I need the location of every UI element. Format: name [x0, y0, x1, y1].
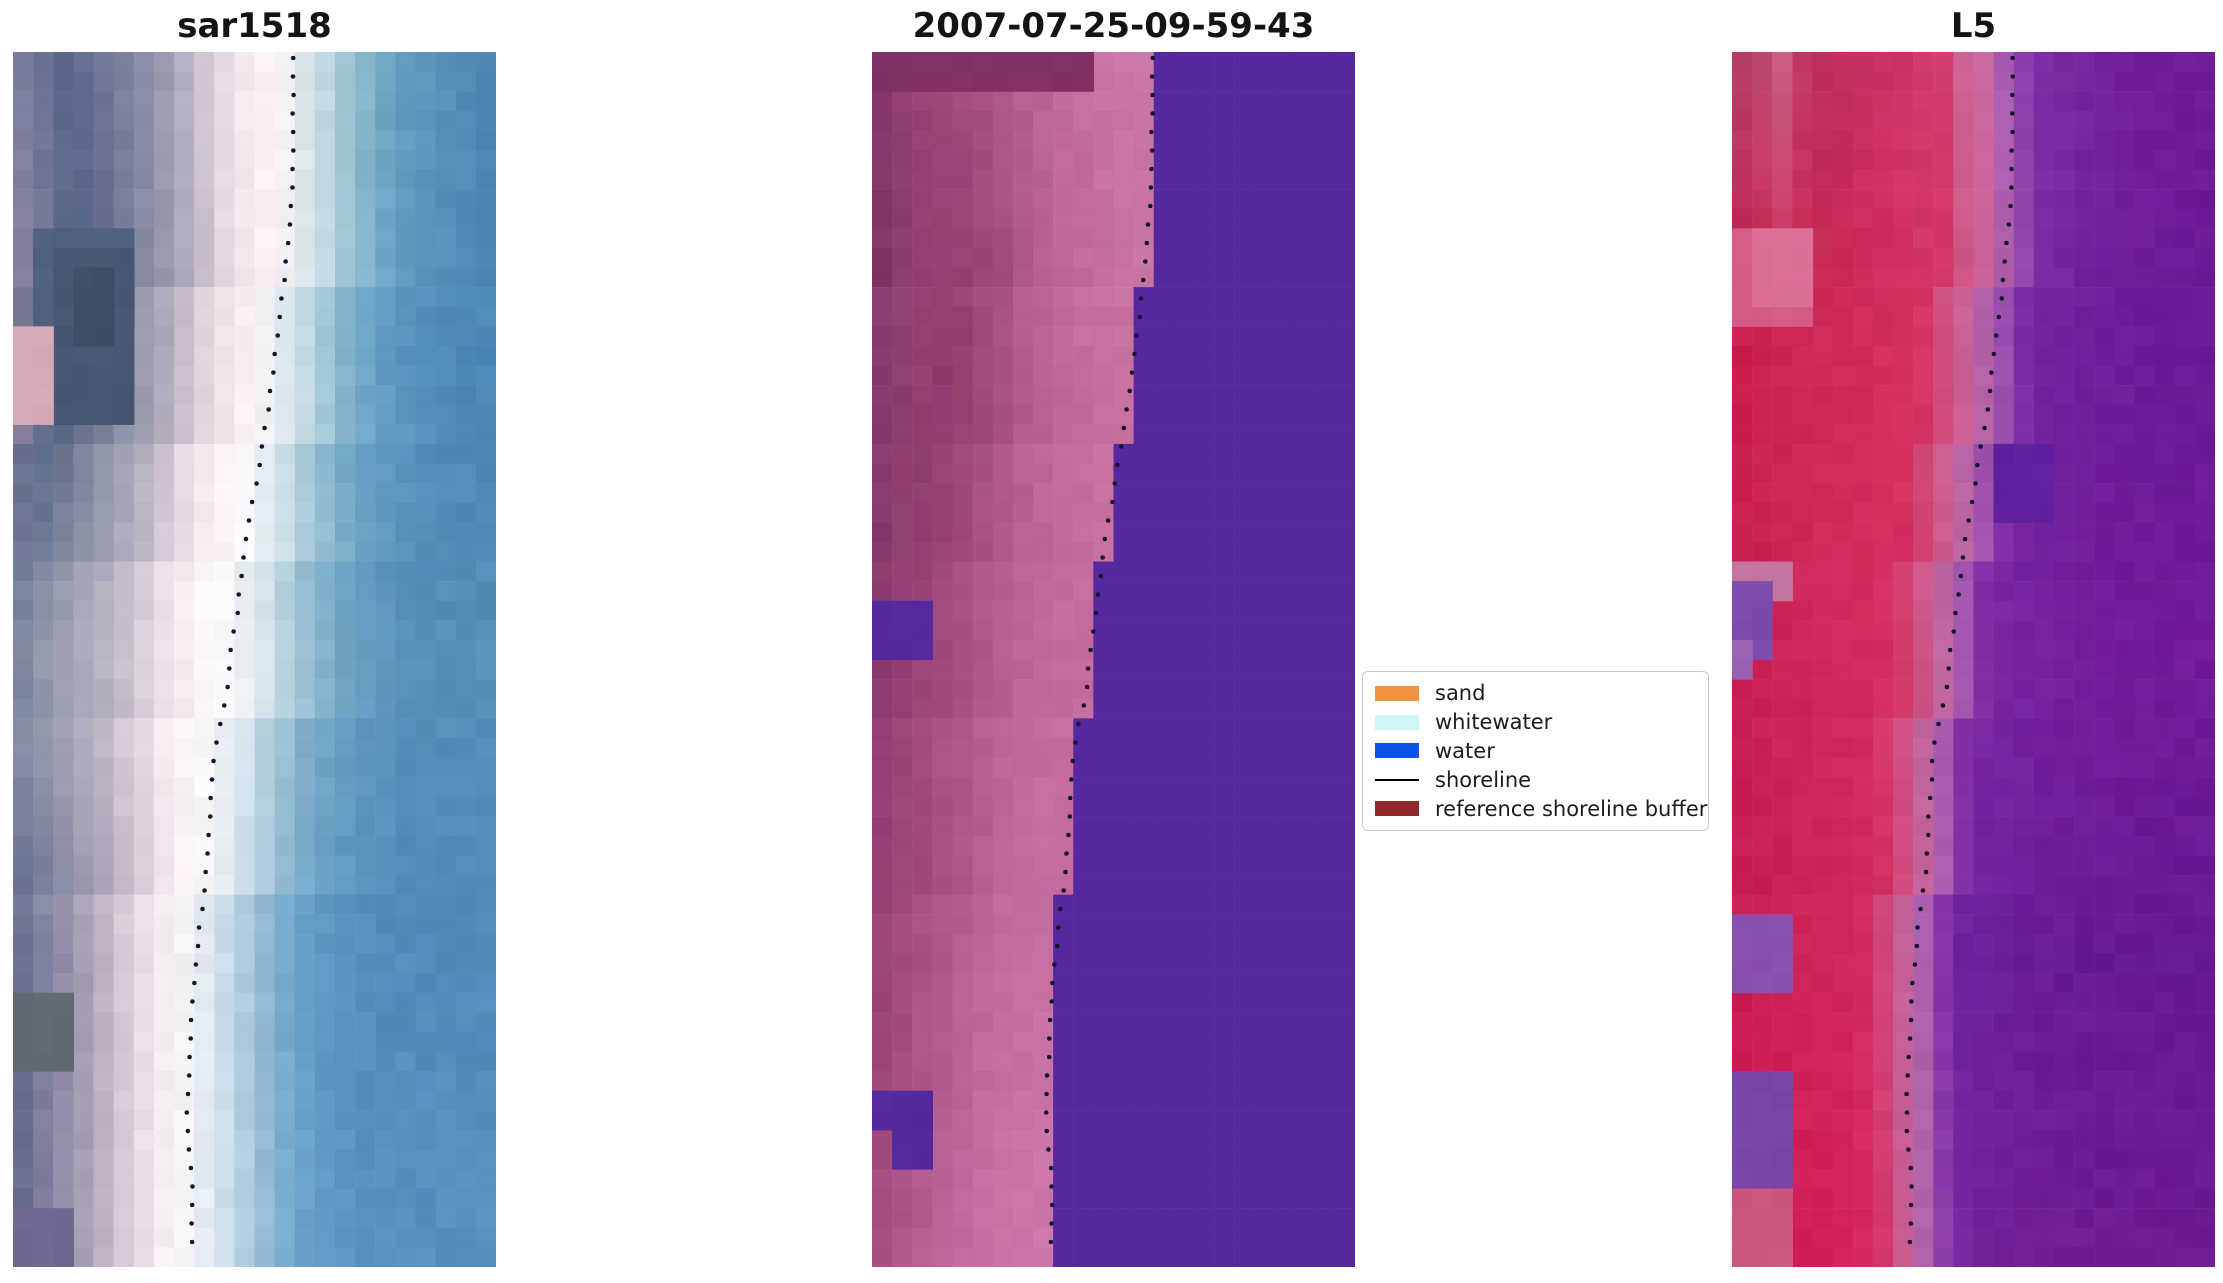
legend: sand whitewater water shoreline reference sh… — [1362, 671, 1709, 831]
legend-item-reference-shoreline-buffer: reference shoreline buffer — [1375, 794, 1707, 823]
legend-item-whitewater: whitewater — [1375, 708, 1696, 737]
legend-label: reference shoreline buffer — [1435, 796, 1708, 821]
legend-label: water — [1435, 738, 1495, 763]
shoreline-swatch — [1375, 778, 1419, 781]
panel-image-l5 — [1732, 52, 2215, 1267]
legend-label: whitewater — [1435, 710, 1553, 735]
legend-label: sand — [1435, 681, 1486, 706]
whitewater-swatch — [1375, 714, 1419, 730]
panel-title-sar1518: sar1518 — [177, 6, 332, 46]
reference-shoreline-buffer-swatch — [1375, 801, 1419, 817]
legend-item-sand: sand — [1375, 679, 1696, 708]
legend-label: shoreline — [1435, 767, 1532, 792]
legend-item-shoreline: shoreline — [1375, 765, 1696, 794]
legend-item-water: water — [1375, 737, 1696, 766]
panel-image-sar1518 — [13, 52, 496, 1267]
water-swatch — [1375, 743, 1419, 759]
sand-swatch — [1375, 685, 1419, 701]
panel-image-classified — [872, 52, 1355, 1267]
panel-title-date: 2007-07-25-09-59-43 — [912, 6, 1315, 46]
panel-title-l5: L5 — [1950, 6, 1997, 46]
